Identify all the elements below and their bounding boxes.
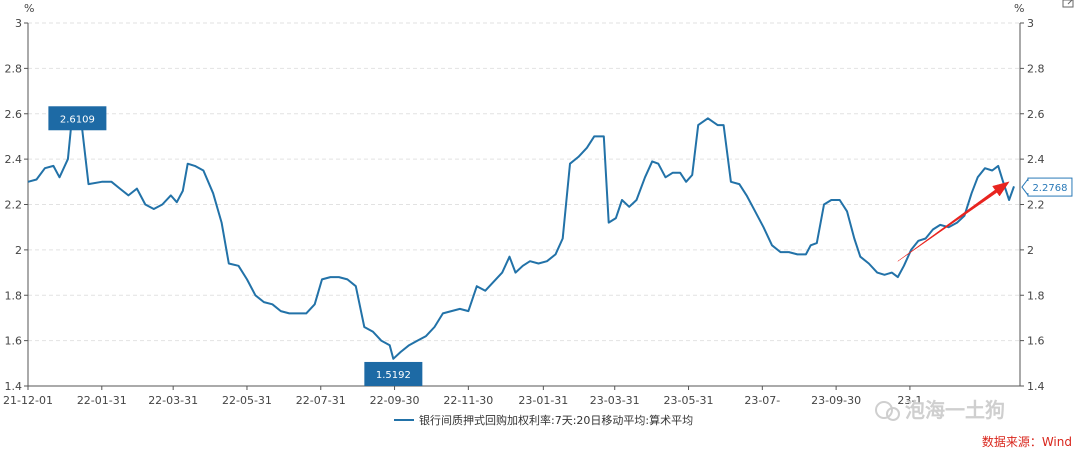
y-tick-label-left: 2.4 bbox=[5, 153, 23, 166]
series-layer bbox=[27, 108, 1015, 360]
y-tick-label-right: 2.2 bbox=[1027, 199, 1045, 212]
y-tick-label-left: 3 bbox=[15, 17, 22, 30]
y-axis-right-ticks: 3 2.8 2.6 2.4 2.2 2 1.8 1.6 1.4 bbox=[1020, 17, 1045, 393]
watermark-text: 泡海一土狗 bbox=[905, 398, 1005, 422]
source-label: 数据来源：Wind bbox=[982, 434, 1072, 449]
grid-lines bbox=[28, 22, 1020, 342]
y-tick-label-left: 2.2 bbox=[5, 199, 23, 212]
left-unit-label: % bbox=[24, 2, 34, 15]
last-callout-label: 2.2768 bbox=[1032, 183, 1067, 194]
x-tick-label: 23-01-31 bbox=[518, 394, 568, 407]
y-tick-label-left: 2 bbox=[15, 244, 22, 257]
x-tick-label: 21-12-01 bbox=[3, 394, 53, 407]
y-tick-label-left: 1.4 bbox=[5, 380, 23, 393]
x-tick-label: 22-07-31 bbox=[296, 394, 346, 407]
x-tick-label: 22-11-30 bbox=[443, 394, 493, 407]
legend-label: 银行间质押式回购加权利率:7天:20日移动平均:算术平均 bbox=[419, 413, 693, 427]
y-tick-label-right: 1.6 bbox=[1027, 335, 1045, 348]
y-tick-label-left: 1.8 bbox=[5, 289, 23, 302]
y-tick-label-left: 1.6 bbox=[5, 335, 23, 348]
x-tick-label: 22-05-31 bbox=[222, 394, 272, 407]
y-tick-label-right: 2.4 bbox=[1027, 153, 1045, 166]
x-tick-label: 23-09-30 bbox=[811, 394, 861, 407]
y-axis-left-ticks: 3 2.8 2.6 2.4 2.2 2 1.8 1.6 1.4 bbox=[5, 17, 28, 393]
wechat-icon bbox=[875, 401, 893, 419]
x-tick-label: 22-01-31 bbox=[77, 394, 127, 407]
x-tick-label: 22-09-30 bbox=[370, 394, 420, 407]
x-axis-ticks: 21-12-01 22-01-31 22-03-31 22-05-31 22-07-31… bbox=[3, 386, 922, 407]
x-tick-label: 23-07- bbox=[744, 394, 780, 407]
annotation-layer: 2.6109 1.5192 2.2768 bbox=[48, 106, 1073, 386]
x-tick-label: 23-03-31 bbox=[590, 394, 640, 407]
y-tick-label-right: 1.4 bbox=[1027, 380, 1045, 393]
trend-arrow bbox=[897, 181, 1010, 262]
max-callout-box bbox=[48, 106, 107, 131]
min-callout-label: 1.5192 bbox=[376, 370, 411, 381]
max-callout-label: 2.6109 bbox=[60, 114, 95, 125]
y-tick-label-right: 2 bbox=[1027, 244, 1034, 257]
last-callout-join bbox=[1026, 181, 1029, 194]
y-tick-label-right: 2.6 bbox=[1027, 108, 1045, 121]
x-tick-label: 23-05-31 bbox=[664, 394, 714, 407]
y-tick-label-right: 2.8 bbox=[1027, 62, 1045, 75]
right-unit-label: % bbox=[1014, 2, 1024, 15]
y-tick-label-left: 2.6 bbox=[5, 108, 23, 121]
legend: 银行间质押式回购加权利率:7天:20日移动平均:算术平均 bbox=[394, 413, 693, 427]
series-line bbox=[27, 108, 1015, 360]
wechat-icon-inner bbox=[886, 407, 900, 421]
x-tick-label: 22-03-31 bbox=[148, 394, 198, 407]
y-tick-label-right: 1.8 bbox=[1027, 289, 1045, 302]
expand-icon[interactable] bbox=[1062, 0, 1074, 8]
min-callout-box bbox=[364, 361, 423, 386]
x-tick-label: 23-1 bbox=[897, 394, 922, 407]
watermark: 泡海一土狗 bbox=[875, 398, 1005, 422]
trend-arrow-shape bbox=[897, 181, 1010, 262]
y-tick-label-left: 2.8 bbox=[5, 62, 23, 75]
y-tick-label-right: 3 bbox=[1027, 17, 1034, 30]
